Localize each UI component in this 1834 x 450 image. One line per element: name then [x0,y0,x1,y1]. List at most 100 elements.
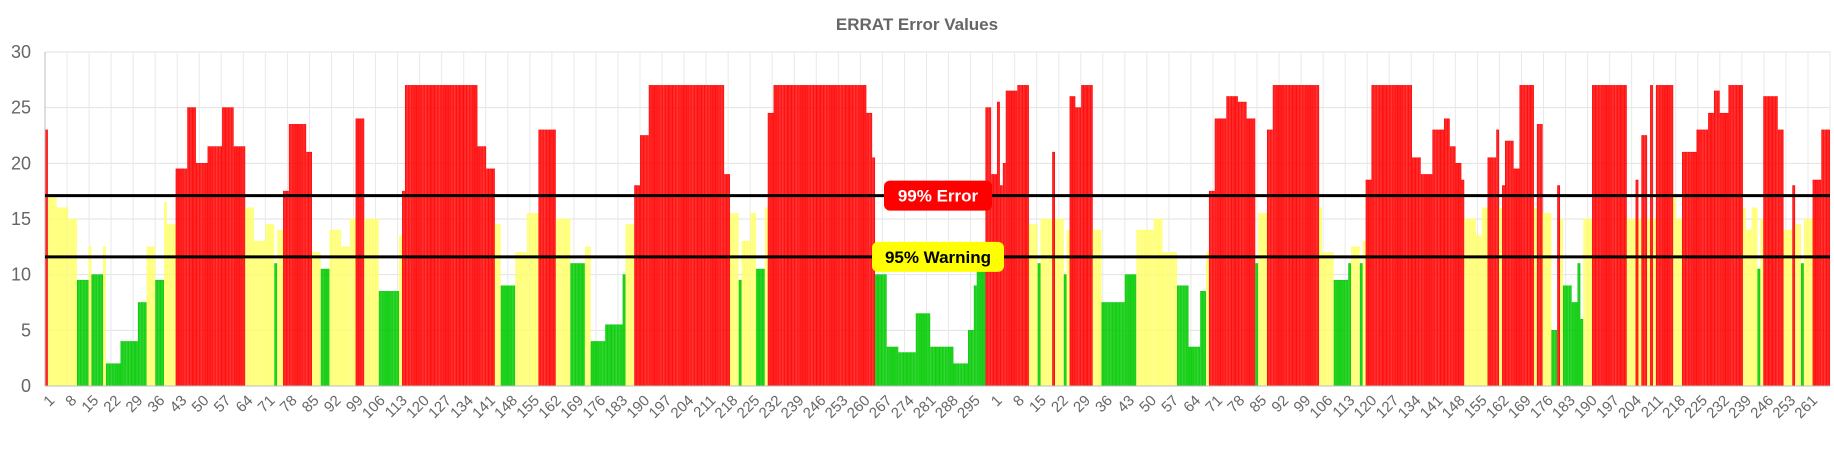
bar [1722,112,1726,387]
bar [419,85,423,387]
bar [1295,85,1299,387]
bar [1406,85,1410,387]
bar [718,85,722,387]
bar [869,112,873,387]
bar [436,85,440,387]
bar [1092,229,1096,387]
bar [152,246,156,387]
bar [1017,85,1021,387]
bar [1612,85,1616,387]
bar [68,218,72,387]
bar [817,85,820,387]
bar [1748,229,1752,387]
bar [343,246,347,387]
bar [1127,274,1131,387]
bar [294,124,298,387]
bar [805,85,809,387]
bar [338,229,342,387]
bar [132,341,135,387]
bar [465,85,469,387]
bar [1278,85,1282,387]
bar [413,85,417,387]
bar [822,85,826,387]
bar [593,341,597,387]
bar [1801,263,1804,387]
bar [599,341,603,387]
bar [1760,218,1764,387]
bar [999,185,1003,387]
bar [706,85,710,387]
bar [1226,96,1230,387]
bar [1159,218,1163,387]
bar [1798,224,1801,387]
bar [1806,218,1810,387]
bar [1563,285,1566,387]
bar [361,118,365,387]
bar [1603,85,1607,387]
bar [1153,218,1157,387]
bar [1168,252,1172,387]
bar [1716,90,1720,387]
x-tick-label: 78 [277,392,301,416]
bar [184,168,188,387]
bar [1107,302,1111,387]
bar [637,185,640,387]
bar [721,85,725,387]
bar [1235,96,1238,387]
bar [1281,85,1285,387]
bar [1412,157,1415,387]
bar [631,224,635,387]
bar [831,85,835,387]
y-tick-label: 10 [11,265,31,285]
bar [994,174,997,387]
bar [1362,240,1366,387]
bar [1676,218,1680,387]
bar [715,85,719,387]
bar [143,302,147,387]
bar [846,85,849,387]
bar [335,229,339,387]
bar [674,85,678,387]
bar [1057,218,1061,387]
bar [445,85,449,387]
bar [1487,157,1491,387]
bar [878,274,881,387]
x-tick-label: 36 [1092,392,1116,416]
bar [976,263,980,387]
bar [164,202,167,387]
x-tick-label: 29 [1070,392,1094,416]
bar [1795,224,1799,387]
bar [1301,85,1305,387]
bar [880,274,884,387]
bar [489,168,492,387]
bar [727,174,730,387]
bar [555,218,559,387]
bar [799,85,803,387]
bar [1577,263,1581,387]
bar [1771,96,1775,387]
axes [44,52,1830,387]
bar [1374,85,1378,387]
bar [1145,229,1148,387]
bar [1063,274,1067,387]
bar [1684,151,1688,387]
bar [100,274,104,387]
bar [161,279,164,387]
bar [1026,85,1029,387]
bar [462,85,466,387]
bar [1354,246,1357,387]
bar [1792,185,1796,387]
bar [909,352,913,387]
bar [1754,207,1758,387]
bar [1583,218,1587,387]
bar [521,252,524,387]
bar [280,229,283,387]
bar [837,85,841,387]
bar [439,85,443,387]
bar [1176,285,1180,387]
bar [840,85,844,387]
bar [1020,85,1024,387]
bar [355,118,359,387]
bar [1490,157,1494,387]
bar [1101,302,1105,387]
